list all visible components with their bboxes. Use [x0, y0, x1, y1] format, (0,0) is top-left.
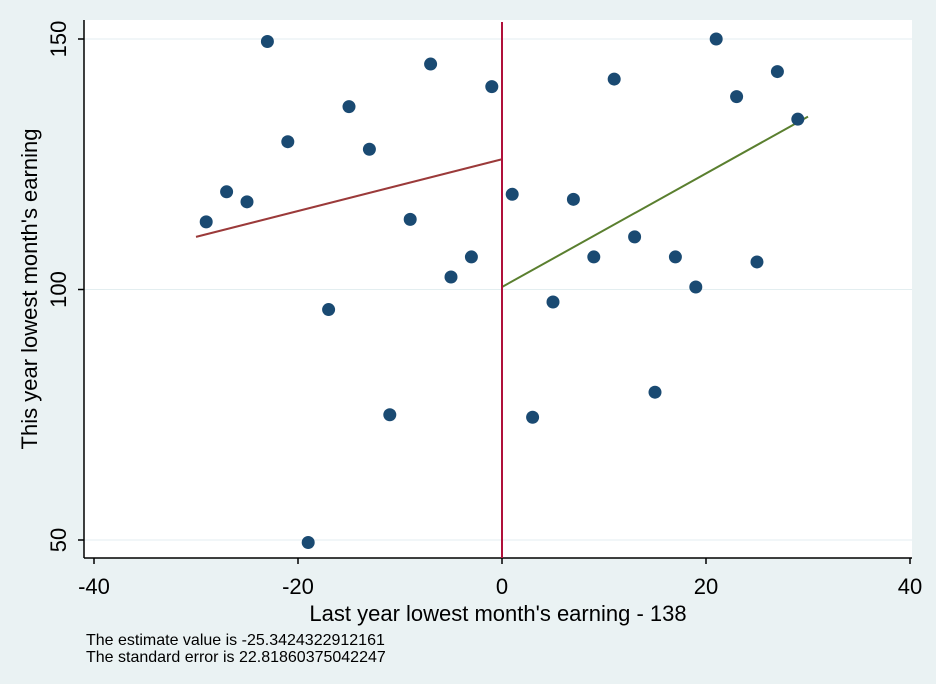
data-point [424, 57, 438, 71]
y-tick-label: 150 [46, 21, 71, 58]
data-point [791, 112, 805, 126]
data-point [587, 250, 601, 264]
x-tick-label: -40 [78, 574, 110, 599]
x-axis-title: Last year lowest month's earning - 138 [309, 601, 686, 626]
data-point [485, 80, 499, 94]
y-tick-label: 50 [46, 528, 71, 552]
data-point [628, 230, 642, 244]
data-point [648, 385, 662, 399]
data-points [199, 32, 805, 550]
data-point [505, 187, 519, 201]
data-point [362, 142, 376, 156]
data-point [709, 32, 723, 46]
standard-error-note: The standard error is 22.81860375042247 [86, 649, 386, 666]
data-point [770, 65, 784, 79]
data-point [220, 185, 234, 199]
data-point [526, 410, 540, 424]
data-point [546, 295, 560, 309]
data-point [240, 195, 254, 209]
data-point [301, 536, 315, 550]
data-point [607, 72, 621, 86]
y-tick-label: 100 [46, 271, 71, 308]
data-point [403, 212, 417, 226]
data-point [689, 280, 703, 294]
data-point [342, 100, 356, 114]
x-tick-label: 20 [694, 574, 718, 599]
data-point [322, 303, 336, 317]
data-point [444, 270, 458, 284]
estimate-note: The estimate value is -25.3424322912161 [86, 632, 385, 649]
fit-line-left [195, 158, 503, 238]
x-tick-label: 0 [496, 574, 508, 599]
grid-lines [84, 38, 912, 541]
data-point [668, 250, 682, 264]
data-point [566, 192, 580, 206]
fit-lines [195, 115, 809, 288]
data-point [464, 250, 478, 264]
x-tick-label: -20 [282, 574, 314, 599]
axis-ticks: 50 100 150 -40 -20 0 20 40 [46, 21, 922, 599]
data-point [730, 90, 744, 104]
data-point [199, 215, 213, 229]
x-tick-label: 40 [898, 574, 922, 599]
data-point [383, 408, 397, 422]
y-axis-title: This year lowest month's earning [17, 129, 42, 450]
data-point [260, 35, 274, 49]
data-point [281, 135, 295, 149]
data-point [750, 255, 764, 269]
fit-line-right [501, 115, 809, 288]
